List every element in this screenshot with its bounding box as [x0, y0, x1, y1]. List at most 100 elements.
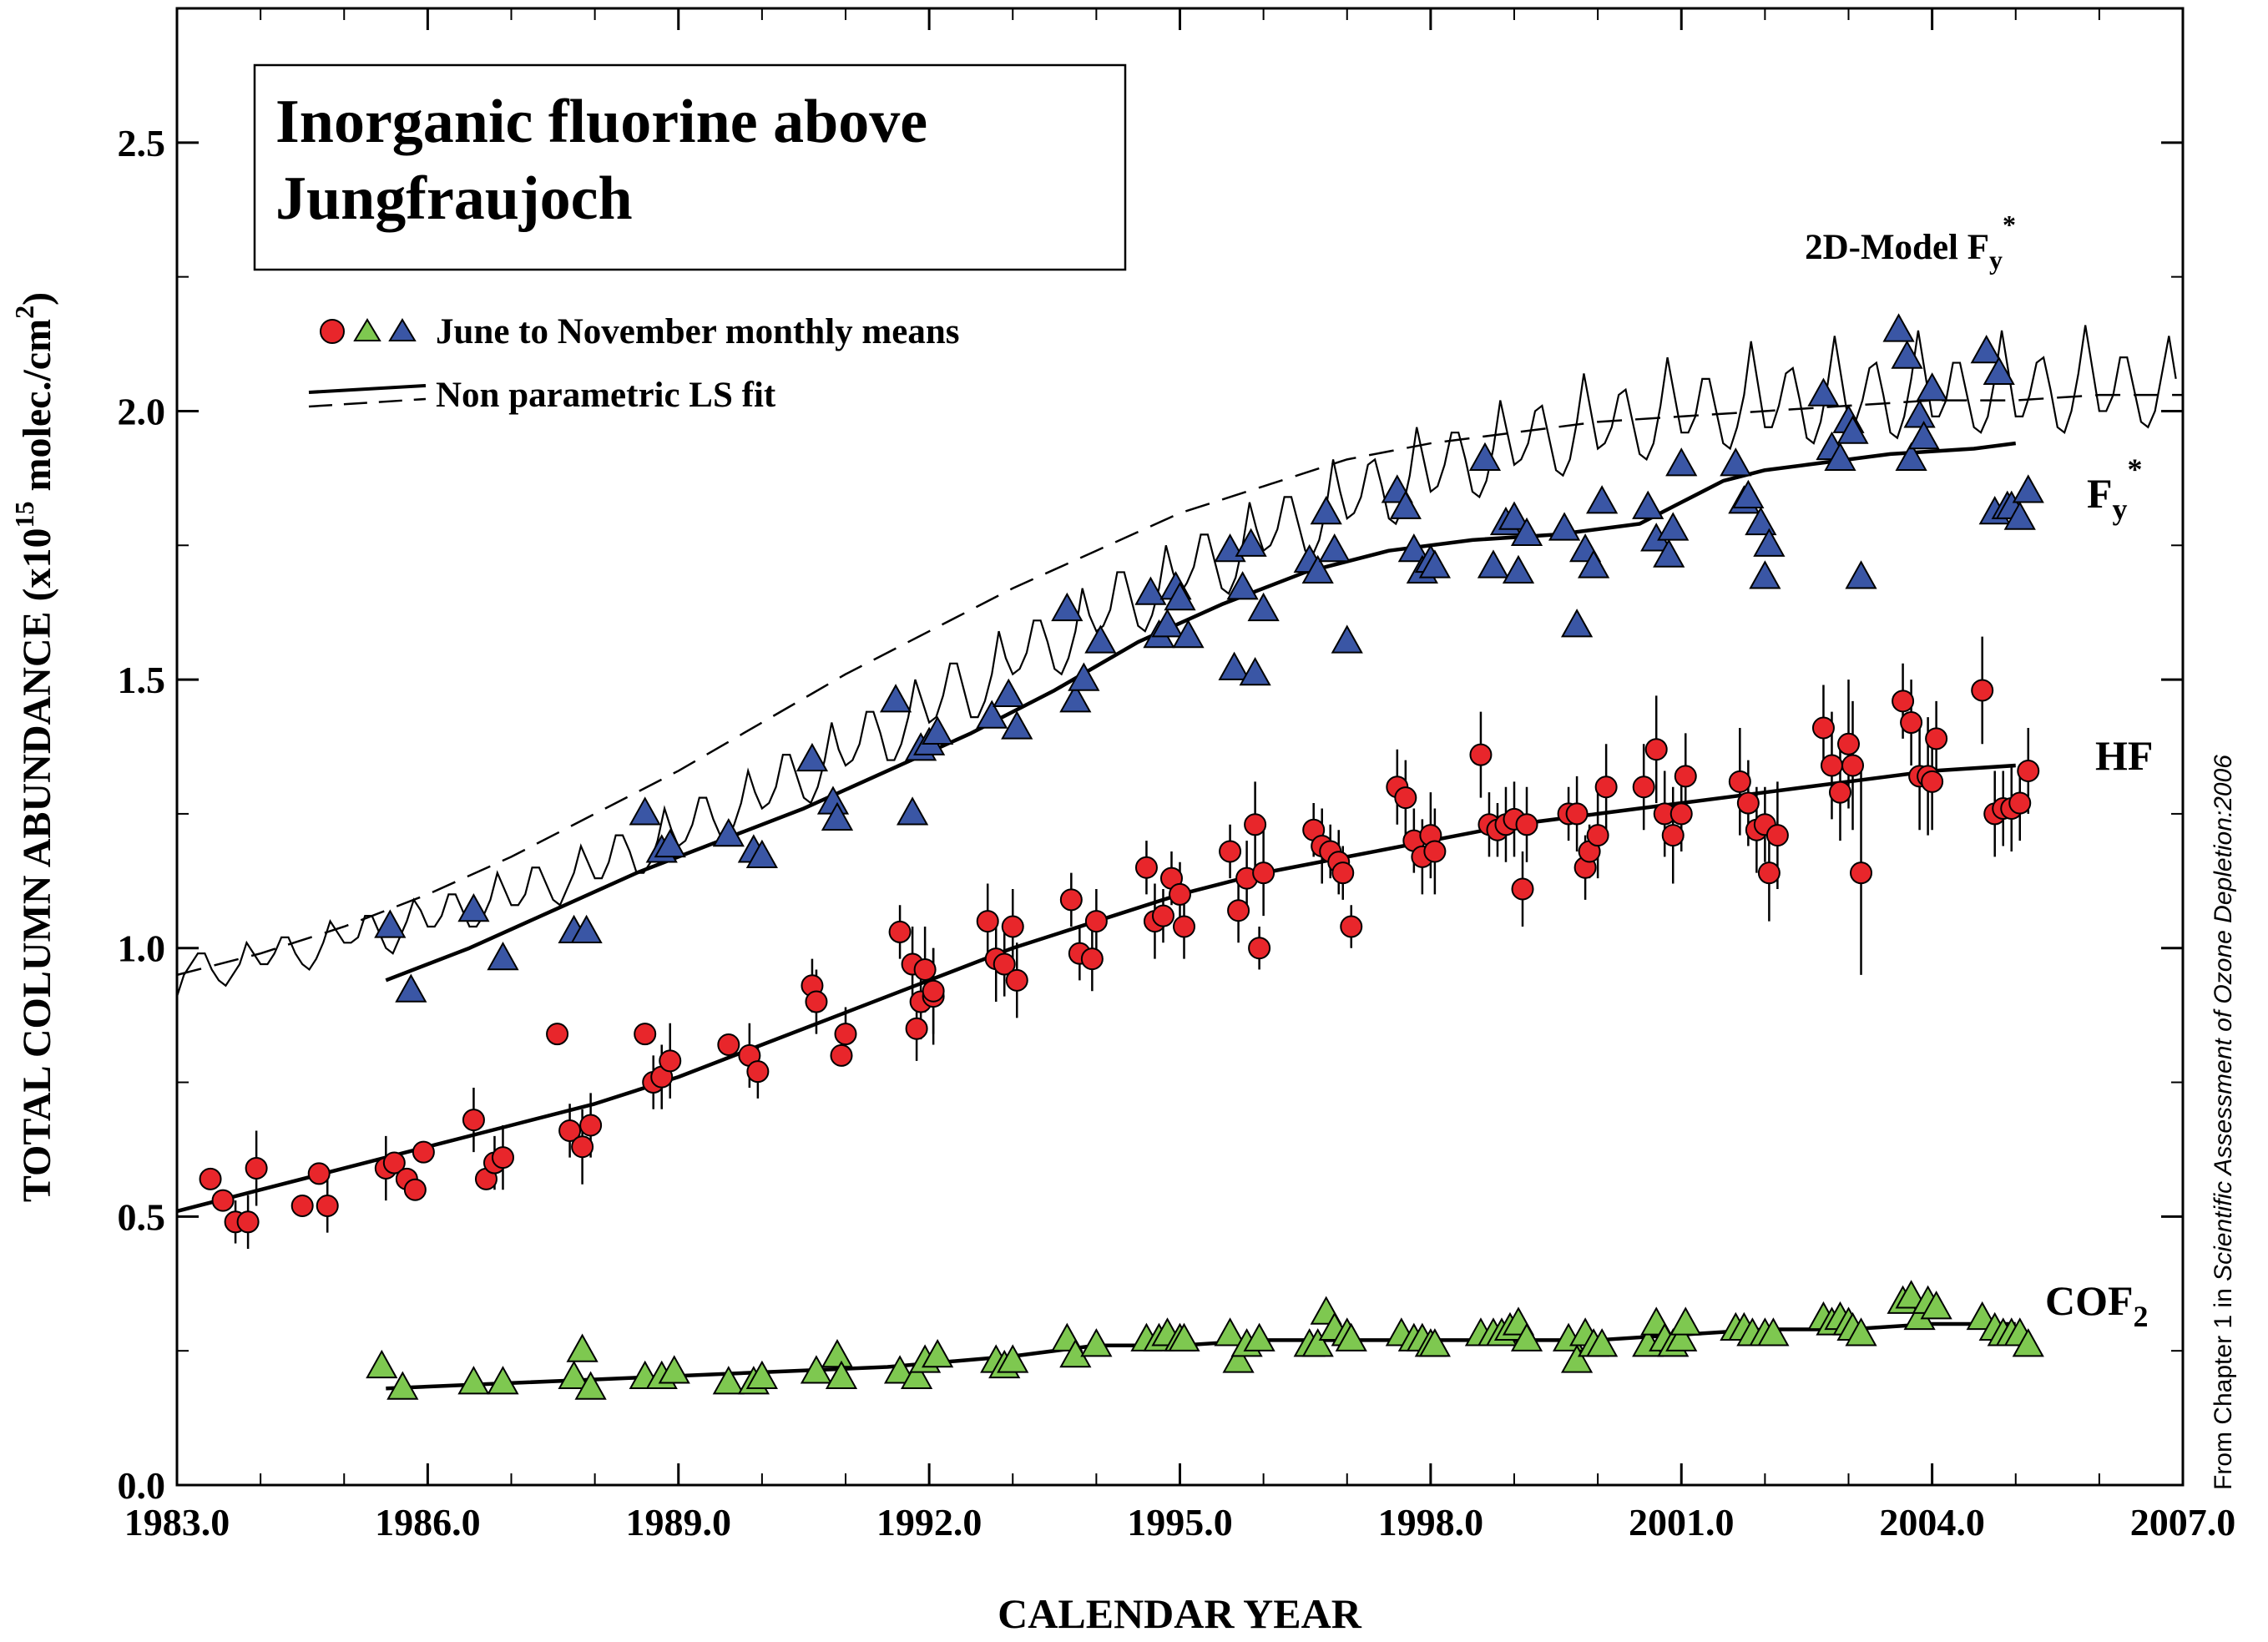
cof2-point: [821, 1338, 854, 1368]
hf-point: [834, 1023, 857, 1046]
legend-fy-marker: [388, 318, 417, 341]
fy-point: [712, 817, 745, 847]
x-tick-label: 2004.0: [1879, 1501, 1985, 1543]
x-tick-label: 1986.0: [375, 1501, 481, 1543]
hf-point: [571, 1135, 594, 1159]
cof2-point: [386, 1371, 419, 1400]
hf-point: [1586, 824, 1609, 847]
fy-point: [1510, 517, 1543, 547]
svg-text:TOTAL COLUMN ABUNDANCE (x1015: TOTAL COLUMN ABUNDANCE (x1015 molec./cm2…: [9, 292, 59, 1202]
legend-hf-marker: [320, 319, 345, 344]
hf-point: [905, 1017, 928, 1040]
hf-point: [1511, 877, 1534, 901]
cof2-point: [1080, 1328, 1113, 1357]
title-container: Inorganic fluorine above Jungfraujoch: [275, 88, 928, 233]
cof2-point: [1301, 1328, 1334, 1357]
hf-point: [1765, 824, 1789, 847]
hf-point: [1219, 840, 1242, 863]
hf-point: [1811, 716, 1835, 740]
cof2-point: [574, 1371, 607, 1400]
cof2-point: [1757, 1317, 1790, 1346]
hf-point: [382, 1151, 406, 1175]
hf-point: [1244, 813, 1267, 836]
hf-point: [717, 1033, 740, 1057]
cof2-point: [2012, 1328, 2044, 1357]
fy-point: [1907, 420, 1940, 450]
chart-title: Inorganic fluorine above Jungfraujoch: [275, 88, 928, 233]
hf-point: [412, 1140, 435, 1164]
hf-point: [634, 1023, 657, 1046]
cof2-point: [1222, 1344, 1255, 1373]
hf-point: [1173, 915, 1196, 938]
y-tick-label: 0.5: [118, 1195, 166, 1238]
hf-point: [1134, 856, 1158, 879]
hf-point: [1248, 937, 1271, 960]
fy-point: [1239, 657, 1271, 686]
hf-point: [307, 1162, 331, 1185]
hf-point: [659, 1049, 682, 1073]
fy-point: [1578, 549, 1610, 578]
axis-ticks: 1983.0 1986.0 1989.0 1992.0 1995.0 1998.0 2001…: [118, 8, 2236, 1543]
data-points-layer: [199, 313, 2044, 1400]
hf-point: [403, 1178, 427, 1201]
fy-point: [1068, 662, 1100, 691]
fy-point: [1134, 576, 1167, 605]
y-tick-label: 0.0: [118, 1464, 166, 1507]
y-axis-label: TOTAL COLUMN ABUNDANCE (x1015 molec./cm2…: [9, 292, 59, 1202]
fy-point: [796, 742, 829, 772]
hf-point: [993, 952, 1016, 976]
hf-point: [1001, 915, 1024, 938]
legend-dashed-line: [308, 397, 427, 408]
hf-point: [2017, 759, 2040, 782]
fy-point: [1301, 554, 1334, 584]
fy-point: [1653, 538, 1685, 568]
hf-point: [1736, 791, 1760, 815]
hf-point: [1644, 738, 1668, 761]
hf-point: [976, 910, 999, 933]
fy-series-label: Fy*: [2087, 452, 2143, 526]
fy-point: [1164, 581, 1196, 611]
hf-point: [462, 1109, 485, 1132]
hf-point: [1515, 813, 1538, 836]
x-axis-label: CALENDAR YEAR: [998, 1590, 1362, 1637]
cof2-point: [1895, 1280, 1927, 1309]
fy-point: [1001, 710, 1033, 740]
legend-markers-label: June to November monthly means: [436, 312, 959, 351]
hf-point: [1005, 968, 1028, 992]
hf-point: [1850, 861, 1873, 885]
fy-point: [896, 796, 929, 826]
hf-point: [913, 957, 937, 981]
hf-point: [1632, 776, 1655, 799]
hf-point: [236, 1210, 260, 1234]
source-note: From Chapter 1 in Scientific Assessment …: [2210, 755, 2237, 1490]
fy-point: [1745, 506, 1777, 536]
fy-point: [1657, 512, 1690, 541]
fy-point: [1468, 442, 1502, 471]
x-tick-label: 2007.0: [2130, 1501, 2236, 1543]
hf-point: [830, 1043, 853, 1067]
fy-point: [1845, 560, 1877, 589]
hf-point: [546, 1023, 569, 1046]
hf-series-label: HF: [2095, 732, 2153, 779]
cof2-point: [1586, 1328, 1619, 1357]
hf-point: [1674, 765, 1697, 788]
cof2-point: [1669, 1306, 1702, 1336]
hf-point: [922, 979, 945, 1003]
hf-point: [1841, 754, 1865, 777]
fy-point: [1235, 528, 1267, 557]
hf-point: [2008, 791, 2032, 815]
fy-point: [1916, 372, 1948, 402]
hf-point: [1423, 840, 1447, 863]
cof2-point: [1243, 1322, 1275, 1351]
hf-point: [1080, 947, 1104, 971]
hf-point: [245, 1156, 268, 1180]
hf-point: [1728, 770, 1751, 793]
fy-point: [1882, 313, 1915, 342]
hf-point: [579, 1114, 603, 1137]
y-tick-label: 2.0: [118, 390, 166, 432]
hf-point: [1820, 754, 1843, 777]
x-tick-label: 1992.0: [876, 1501, 982, 1543]
fy-point: [976, 700, 1008, 729]
cof2-point: [658, 1355, 690, 1384]
hf-point: [491, 1146, 514, 1170]
